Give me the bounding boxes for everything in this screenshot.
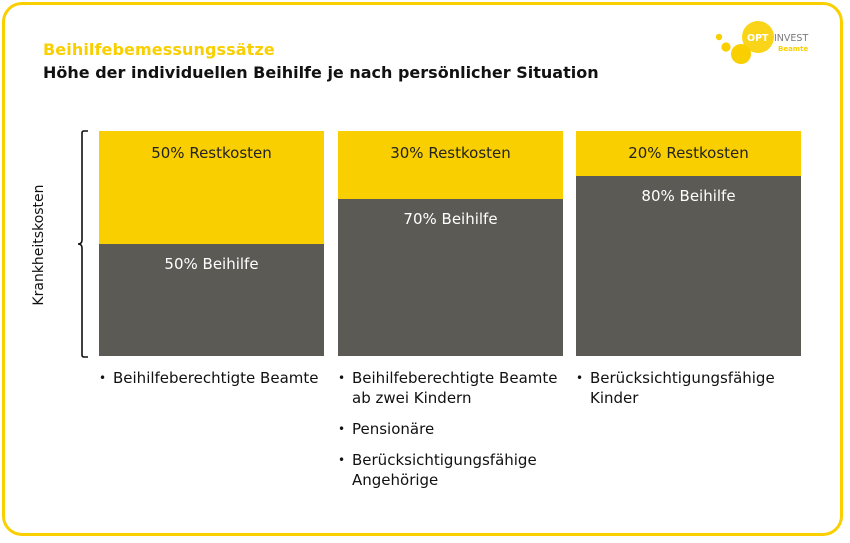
logo-circle-main bbox=[742, 21, 774, 53]
bar-column: 30% Restkosten 70% Beihilfe bbox=[338, 131, 563, 356]
bar-beihilfe: 80% Beihilfe bbox=[576, 176, 801, 356]
group-list: Beihilfeberechtigte Beamte bbox=[99, 368, 339, 399]
logo-circle-left bbox=[731, 44, 751, 64]
group-list: Beihilfeberechtigte Beamte ab zwei Kinde… bbox=[338, 368, 578, 501]
y-axis-bracket bbox=[77, 130, 88, 358]
opt-invest-logo: OPT INVEST Beamte bbox=[715, 21, 808, 64]
group-list-item: Berücksichtigungsfähige Kinder bbox=[576, 368, 816, 408]
chart-subtitle: Höhe der individuellen Beihilfe je nach … bbox=[43, 63, 599, 82]
bar-restkosten-label: 20% Restkosten bbox=[628, 144, 749, 162]
bar-beihilfe-label: 70% Beihilfe bbox=[403, 210, 498, 228]
bar-restkosten-label: 30% Restkosten bbox=[390, 144, 511, 162]
group-list: Berücksichtigungsfähige Kinder bbox=[576, 368, 816, 419]
bar-beihilfe-label: 50% Beihilfe bbox=[164, 255, 259, 273]
chart-title: Beihilfebemessungssätze bbox=[43, 40, 275, 59]
bar-restkosten: 30% Restkosten bbox=[338, 131, 563, 199]
bar-restkosten-label: 50% Restkosten bbox=[151, 144, 272, 162]
bar-beihilfe: 70% Beihilfe bbox=[338, 199, 563, 356]
logo-tagline: Beamte bbox=[778, 45, 808, 53]
group-list-item: Beihilfeberechtigte Beamte bbox=[99, 368, 339, 388]
bar-beihilfe-label: 80% Beihilfe bbox=[641, 187, 736, 205]
group-list-item: Berücksichtigungsfähige Angehörige bbox=[338, 450, 578, 490]
y-axis-label: Krankheitskosten bbox=[31, 184, 47, 306]
logo-brand-right: INVEST bbox=[774, 33, 808, 44]
group-list-item: Beihilfeberechtigte Beamte ab zwei Kinde… bbox=[338, 368, 578, 408]
bar-column: 20% Restkosten 80% Beihilfe bbox=[576, 131, 801, 356]
bar-restkosten: 20% Restkosten bbox=[576, 131, 801, 176]
logo-dot-small bbox=[715, 33, 723, 41]
bar-restkosten: 50% Restkosten bbox=[99, 131, 324, 244]
bar-column: 50% Restkosten 50% Beihilfe bbox=[99, 131, 324, 356]
logo-brand-left: OPT bbox=[747, 33, 769, 44]
logo-dot-medium bbox=[721, 42, 731, 52]
group-list-item: Pensionäre bbox=[338, 419, 578, 439]
bar-beihilfe: 50% Beihilfe bbox=[99, 244, 324, 356]
